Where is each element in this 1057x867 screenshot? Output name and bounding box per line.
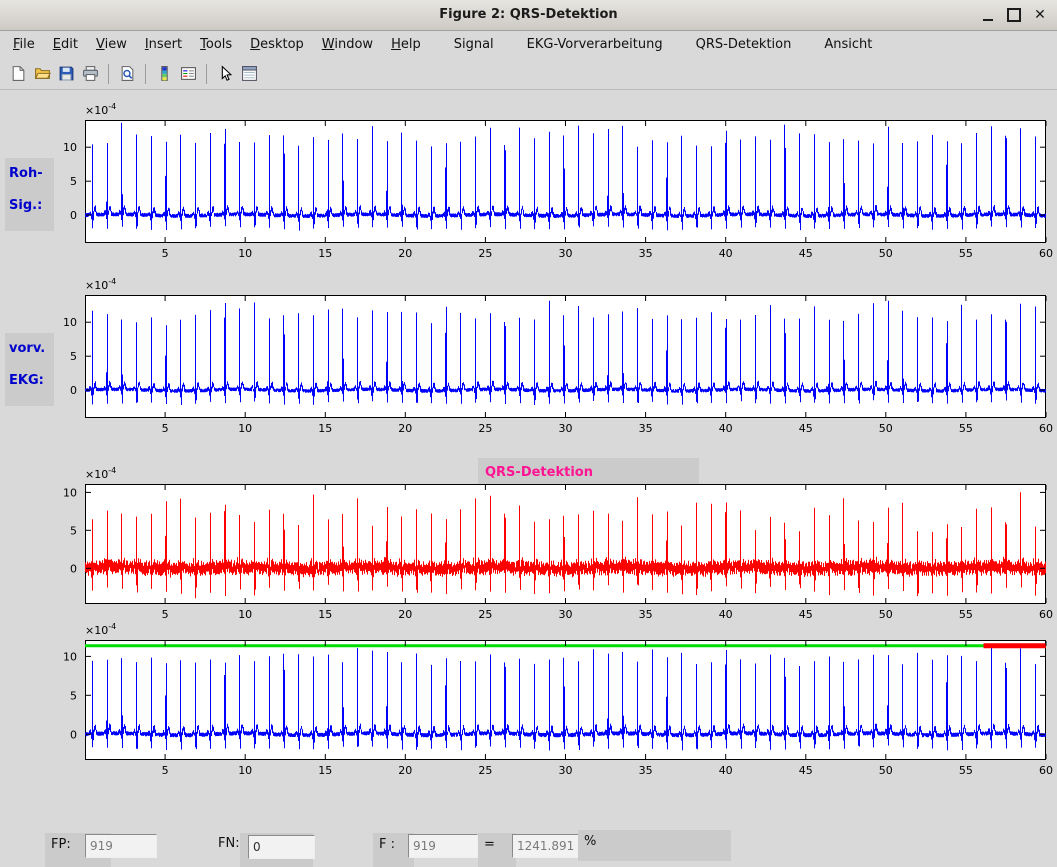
svg-text:60: 60 xyxy=(1039,764,1053,777)
svg-text:10: 10 xyxy=(238,422,252,435)
svg-text:45: 45 xyxy=(799,422,813,435)
svg-text:×10-4: ×10-4 xyxy=(85,622,116,637)
svg-text:35: 35 xyxy=(639,422,653,435)
svg-text:60: 60 xyxy=(1039,247,1053,260)
svg-text:25: 25 xyxy=(478,422,492,435)
svg-text:0: 0 xyxy=(70,209,77,222)
svg-text:5: 5 xyxy=(162,422,169,435)
svg-text:20: 20 xyxy=(398,247,412,260)
roh-signal-svg: 510152025303540455055600510×10-4 xyxy=(85,120,1046,243)
svg-text:0: 0 xyxy=(70,562,77,575)
svg-text:15: 15 xyxy=(318,422,332,435)
f-label: F : xyxy=(379,837,395,852)
svg-text:30: 30 xyxy=(559,608,573,621)
fn-label: FN: xyxy=(218,836,240,851)
plot-detektionsergebnis[interactable]: 510152025303540455055600510×10-4 xyxy=(85,640,1046,760)
plot-vorverarbeitetes-ekg[interactable]: 510152025303540455055600510×10-4 xyxy=(85,295,1046,418)
svg-text:30: 30 xyxy=(559,247,573,260)
svg-text:40: 40 xyxy=(719,764,733,777)
vorverarbeitetes-ekg-svg: 510152025303540455055600510×10-4 xyxy=(85,295,1046,418)
svg-text:5: 5 xyxy=(162,608,169,621)
svg-text:5: 5 xyxy=(162,764,169,777)
svg-text:10: 10 xyxy=(238,247,252,260)
equals-label-box: = xyxy=(478,833,516,867)
svg-text:60: 60 xyxy=(1039,608,1053,621)
svg-text:55: 55 xyxy=(959,764,973,777)
svg-text:5: 5 xyxy=(70,689,77,702)
svg-text:5: 5 xyxy=(70,524,77,537)
svg-text:10: 10 xyxy=(63,486,77,499)
plot-qrs-detektionsfunktion[interactable]: 510152025303540455055600510×10-4 xyxy=(85,484,1046,604)
svg-text:60: 60 xyxy=(1039,422,1053,435)
svg-text:20: 20 xyxy=(398,422,412,435)
svg-text:50: 50 xyxy=(879,764,893,777)
svg-text:10: 10 xyxy=(63,316,77,329)
svg-text:15: 15 xyxy=(318,608,332,621)
fp-value-field[interactable] xyxy=(85,834,157,858)
svg-text:35: 35 xyxy=(639,247,653,260)
svg-text:5: 5 xyxy=(70,350,77,363)
svg-text:10: 10 xyxy=(63,141,77,154)
svg-text:40: 40 xyxy=(719,247,733,260)
figure-canvas: Roh- Sig.: vorv. EKG: QRS-Detektion 5101… xyxy=(0,0,1057,863)
f-value-field[interactable] xyxy=(408,834,478,858)
svg-text:45: 45 xyxy=(799,764,813,777)
label-sig: Sig.: xyxy=(5,190,54,231)
svg-text:10: 10 xyxy=(63,650,77,663)
svg-text:45: 45 xyxy=(799,247,813,260)
percent-label: % xyxy=(584,834,596,849)
svg-text:55: 55 xyxy=(959,608,973,621)
svg-text:35: 35 xyxy=(639,608,653,621)
svg-text:0: 0 xyxy=(70,728,77,741)
plot-roh-signal[interactable]: 510152025303540455055600510×10-4 xyxy=(85,120,1046,243)
svg-text:20: 20 xyxy=(398,608,412,621)
svg-text:55: 55 xyxy=(959,247,973,260)
svg-text:30: 30 xyxy=(559,764,573,777)
qrs-detektionsfunktion-svg: 510152025303540455055600510×10-4 xyxy=(85,484,1046,604)
svg-text:35: 35 xyxy=(639,764,653,777)
svg-text:40: 40 xyxy=(719,422,733,435)
svg-text:20: 20 xyxy=(398,764,412,777)
svg-text:5: 5 xyxy=(70,175,77,188)
svg-text:50: 50 xyxy=(879,608,893,621)
equals-label: = xyxy=(484,837,495,852)
svg-text:0: 0 xyxy=(70,384,77,397)
percent-label-box: % xyxy=(578,830,731,861)
svg-text:10: 10 xyxy=(238,608,252,621)
svg-text:15: 15 xyxy=(318,764,332,777)
svg-text:10: 10 xyxy=(238,764,252,777)
svg-text:25: 25 xyxy=(478,764,492,777)
svg-text:40: 40 xyxy=(719,608,733,621)
svg-text:30: 30 xyxy=(559,422,573,435)
svg-text:15: 15 xyxy=(318,247,332,260)
svg-text:×10-4: ×10-4 xyxy=(85,102,116,117)
svg-text:50: 50 xyxy=(879,422,893,435)
svg-text:×10-4: ×10-4 xyxy=(85,466,116,481)
svg-text:50: 50 xyxy=(879,247,893,260)
label-ekg: EKG: xyxy=(5,365,54,406)
svg-text:×10-4: ×10-4 xyxy=(85,277,116,292)
svg-text:25: 25 xyxy=(478,608,492,621)
fn-value-field[interactable] xyxy=(248,835,315,859)
fp-label: FP: xyxy=(51,837,71,852)
svg-text:5: 5 xyxy=(162,247,169,260)
ratio-value-field[interactable] xyxy=(512,834,584,858)
svg-text:55: 55 xyxy=(959,422,973,435)
svg-text:45: 45 xyxy=(799,608,813,621)
detektionsergebnis-svg: 510152025303540455055600510×10-4 xyxy=(85,640,1046,760)
svg-text:25: 25 xyxy=(478,247,492,260)
